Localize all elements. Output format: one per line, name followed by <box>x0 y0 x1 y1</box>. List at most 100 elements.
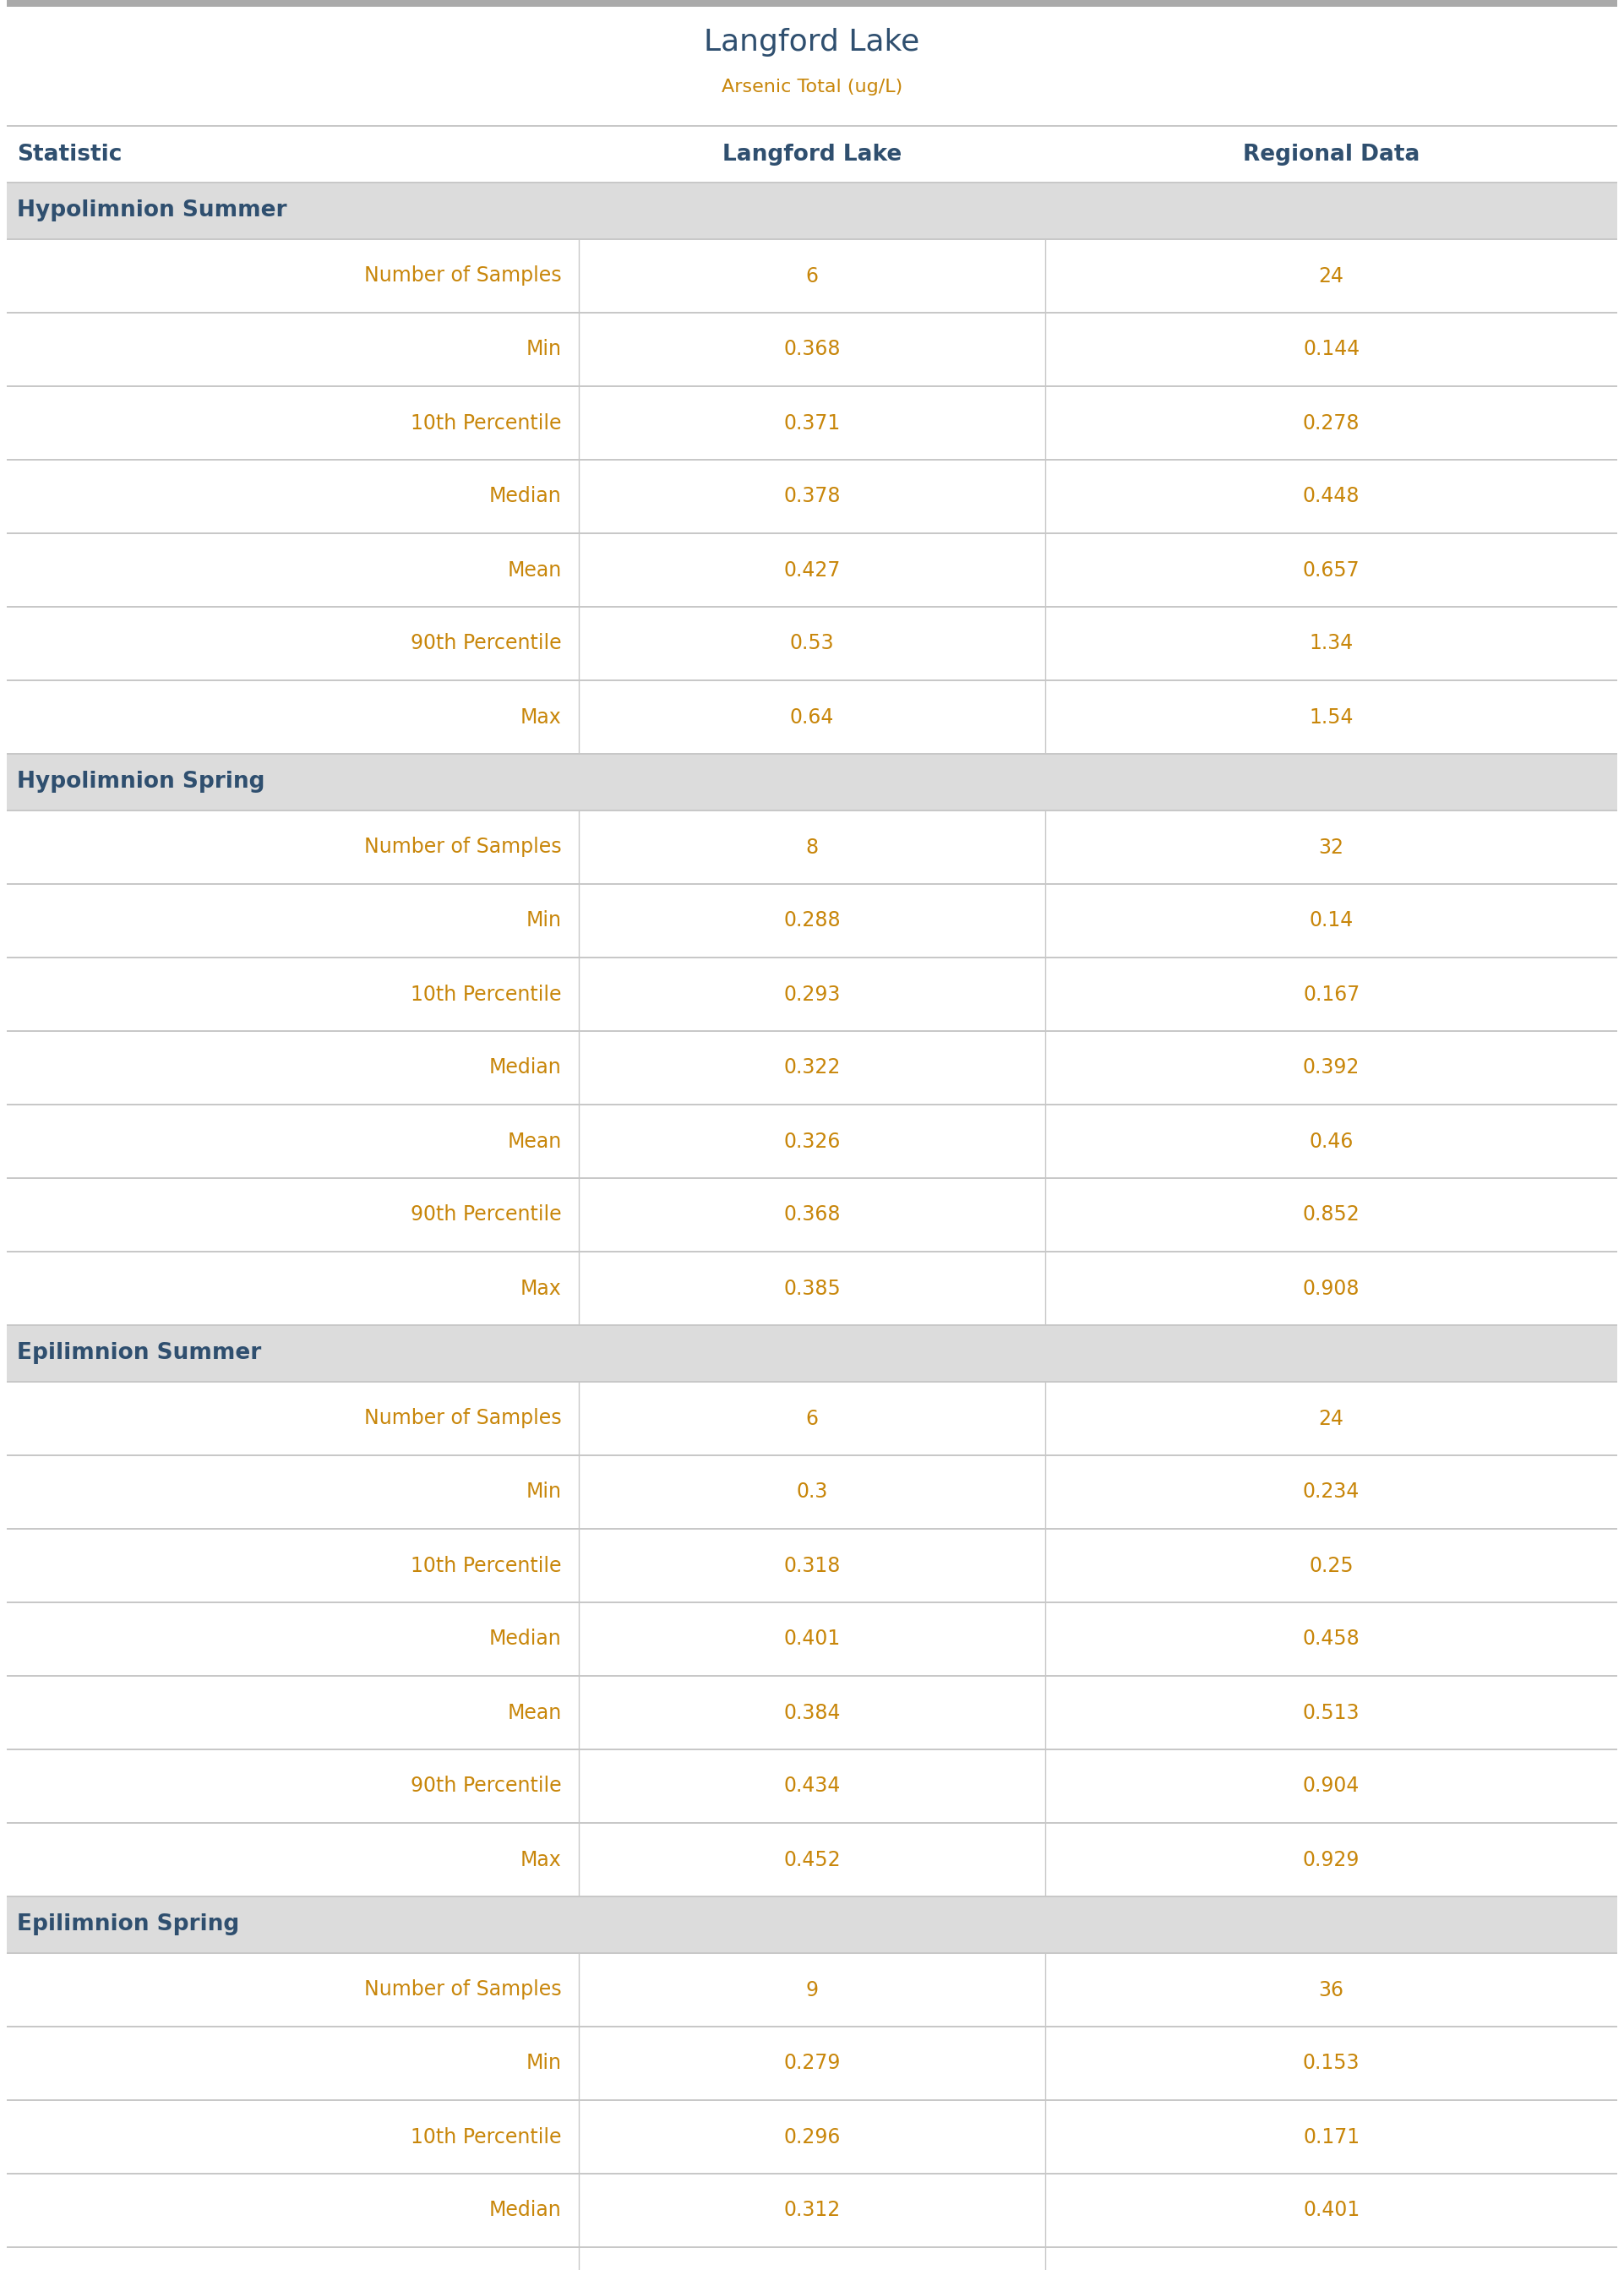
Text: Median: Median <box>489 486 562 506</box>
Bar <box>6 127 1618 182</box>
Text: 0.378: 0.378 <box>783 486 841 506</box>
Bar <box>6 754 1618 810</box>
Bar <box>6 1603 1618 1675</box>
Text: 90th Percentile: 90th Percentile <box>411 633 562 654</box>
Text: Median: Median <box>489 1630 562 1650</box>
Text: 0.904: 0.904 <box>1302 1775 1359 1796</box>
Text: Min: Min <box>526 910 562 931</box>
Bar <box>6 2102 1618 2172</box>
Bar <box>6 885 1618 956</box>
Text: 0.908: 0.908 <box>1302 1278 1359 1298</box>
Bar <box>6 1455 1618 1528</box>
Bar <box>6 388 1618 459</box>
Bar <box>6 1678 1618 1748</box>
Text: 0.153: 0.153 <box>1302 2054 1359 2073</box>
Text: Number of Samples: Number of Samples <box>364 266 562 286</box>
Text: 0.401: 0.401 <box>1302 2200 1359 2220</box>
Text: Min: Min <box>526 338 562 359</box>
Text: 0.401: 0.401 <box>784 1630 840 1650</box>
Text: 0.929: 0.929 <box>1302 1850 1359 1870</box>
Text: Median: Median <box>489 2200 562 2220</box>
Text: Arsenic Total (ug/L): Arsenic Total (ug/L) <box>721 79 903 95</box>
Text: 10th Percentile: 10th Percentile <box>411 985 562 1003</box>
Text: 0.25: 0.25 <box>1309 1555 1354 1575</box>
Text: 8: 8 <box>806 838 818 858</box>
Text: Langford Lake: Langford Lake <box>705 27 919 57</box>
Text: 90th Percentile: 90th Percentile <box>411 1205 562 1226</box>
Text: 1.54: 1.54 <box>1309 706 1353 726</box>
Bar <box>6 184 1618 238</box>
Text: 0.368: 0.368 <box>783 338 841 359</box>
Text: Epilimnion Spring: Epilimnion Spring <box>16 1914 239 1936</box>
Bar <box>6 313 1618 386</box>
Text: 90th Percentile: 90th Percentile <box>411 1775 562 1796</box>
Text: 0.513: 0.513 <box>1302 1702 1359 1723</box>
Text: 0.384: 0.384 <box>783 1702 841 1723</box>
Text: Mean: Mean <box>507 1130 562 1151</box>
Text: 0.452: 0.452 <box>783 1850 841 1870</box>
Text: 10th Percentile: 10th Percentile <box>411 2127 562 2147</box>
Text: 10th Percentile: 10th Percentile <box>411 1555 562 1575</box>
Bar <box>6 1750 1618 1823</box>
Text: 0.171: 0.171 <box>1302 2127 1359 2147</box>
Bar <box>6 7 1618 125</box>
Bar <box>6 1326 1618 1380</box>
Text: 0.288: 0.288 <box>783 910 841 931</box>
Text: Median: Median <box>489 1058 562 1078</box>
Text: 0.852: 0.852 <box>1302 1205 1359 1226</box>
Bar <box>6 2027 1618 2100</box>
Bar <box>6 1382 1618 1455</box>
Text: 0.14: 0.14 <box>1309 910 1353 931</box>
Text: 0.296: 0.296 <box>783 2127 841 2147</box>
Text: 6: 6 <box>806 266 818 286</box>
Text: Statistic: Statistic <box>16 143 122 166</box>
Bar <box>6 1105 1618 1178</box>
Text: Epilimnion Summer: Epilimnion Summer <box>16 1342 261 1364</box>
Text: 0.167: 0.167 <box>1302 985 1359 1003</box>
Text: Mean: Mean <box>507 561 562 581</box>
Text: 24: 24 <box>1319 1407 1345 1428</box>
Text: 0.293: 0.293 <box>783 985 841 1003</box>
Bar <box>6 810 1618 883</box>
Text: Max: Max <box>520 1850 562 1870</box>
Bar <box>6 1253 1618 1323</box>
Bar <box>6 241 1618 311</box>
Bar <box>6 1033 1618 1103</box>
Text: 24: 24 <box>1319 266 1345 286</box>
Text: Min: Min <box>526 2054 562 2073</box>
Text: 0.46: 0.46 <box>1309 1130 1353 1151</box>
Text: 10th Percentile: 10th Percentile <box>411 413 562 434</box>
Bar <box>6 1178 1618 1251</box>
Bar <box>6 1530 1618 1603</box>
Text: 0.326: 0.326 <box>783 1130 841 1151</box>
Text: 0.434: 0.434 <box>783 1775 841 1796</box>
Text: 0.368: 0.368 <box>783 1205 841 1226</box>
Bar <box>6 1823 1618 1895</box>
Bar <box>6 1954 1618 2025</box>
Text: 0.144: 0.144 <box>1302 338 1359 359</box>
Text: Number of Samples: Number of Samples <box>364 1979 562 2000</box>
Text: 0.322: 0.322 <box>783 1058 841 1078</box>
Text: 0.318: 0.318 <box>783 1555 841 1575</box>
Text: 1.34: 1.34 <box>1309 633 1353 654</box>
Bar <box>6 461 1618 533</box>
Text: Langford Lake: Langford Lake <box>723 143 901 166</box>
Text: Mean: Mean <box>507 1702 562 1723</box>
Text: Number of Samples: Number of Samples <box>364 1407 562 1428</box>
Text: 0.64: 0.64 <box>789 706 835 726</box>
Text: 0.3: 0.3 <box>796 1482 828 1503</box>
Text: 0.312: 0.312 <box>784 2200 840 2220</box>
Text: 0.234: 0.234 <box>1302 1482 1359 1503</box>
Text: 0.278: 0.278 <box>1302 413 1359 434</box>
Text: 0.53: 0.53 <box>789 633 835 654</box>
Text: 0.279: 0.279 <box>783 2054 841 2073</box>
Text: Hypolimnion Spring: Hypolimnion Spring <box>16 772 265 792</box>
Text: 0.458: 0.458 <box>1302 1630 1359 1650</box>
Bar <box>6 2175 1618 2247</box>
Text: 9: 9 <box>806 1979 818 2000</box>
Text: Max: Max <box>520 1278 562 1298</box>
Text: 36: 36 <box>1319 1979 1345 2000</box>
Text: Regional Data: Regional Data <box>1242 143 1419 166</box>
Text: Min: Min <box>526 1482 562 1503</box>
Bar <box>6 1898 1618 1952</box>
